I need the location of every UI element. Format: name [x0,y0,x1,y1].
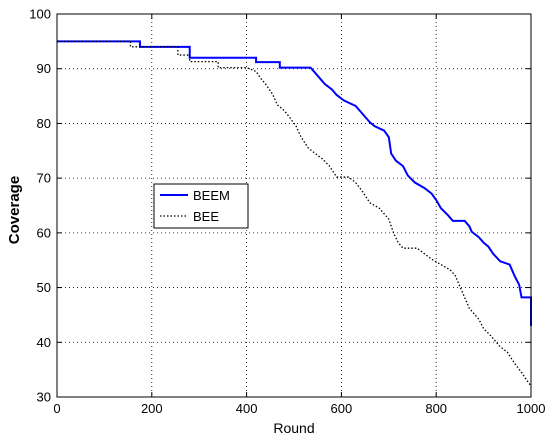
y-tick-label: 50 [37,280,51,295]
x-tick-label: 800 [425,401,447,416]
y-axis-label: Coverage [6,176,23,244]
plot-frame [56,13,532,398]
legend-label-beem: BEEM [193,188,230,203]
series-line-beem [57,40,532,326]
y-tick-label: 30 [37,390,51,405]
plot-area [57,14,531,397]
x-tick-label: 600 [331,401,353,416]
y-tick-label: 90 [37,61,51,76]
x-tick-label: 200 [141,401,163,416]
legend: BEEM BEE [153,183,249,229]
x-axis-label: Round [273,420,314,436]
y-tick-label: 100 [29,7,51,22]
y-tick-label: 70 [37,171,51,186]
legend-label-bee: BEE [193,209,219,224]
x-tick-label: 1000 [517,401,546,416]
series-layer [57,40,532,387]
x-tick-label: 400 [236,401,258,416]
x-tick-label: 0 [53,401,60,416]
y-tick-label: 40 [37,335,51,350]
y-tick-label: 60 [37,225,51,240]
ticks: 0 200 400 600 800 1000 30 40 50 60 70 80 90 100 [29,7,545,417]
y-tick-label: 80 [37,116,51,131]
legend-box [153,183,249,229]
